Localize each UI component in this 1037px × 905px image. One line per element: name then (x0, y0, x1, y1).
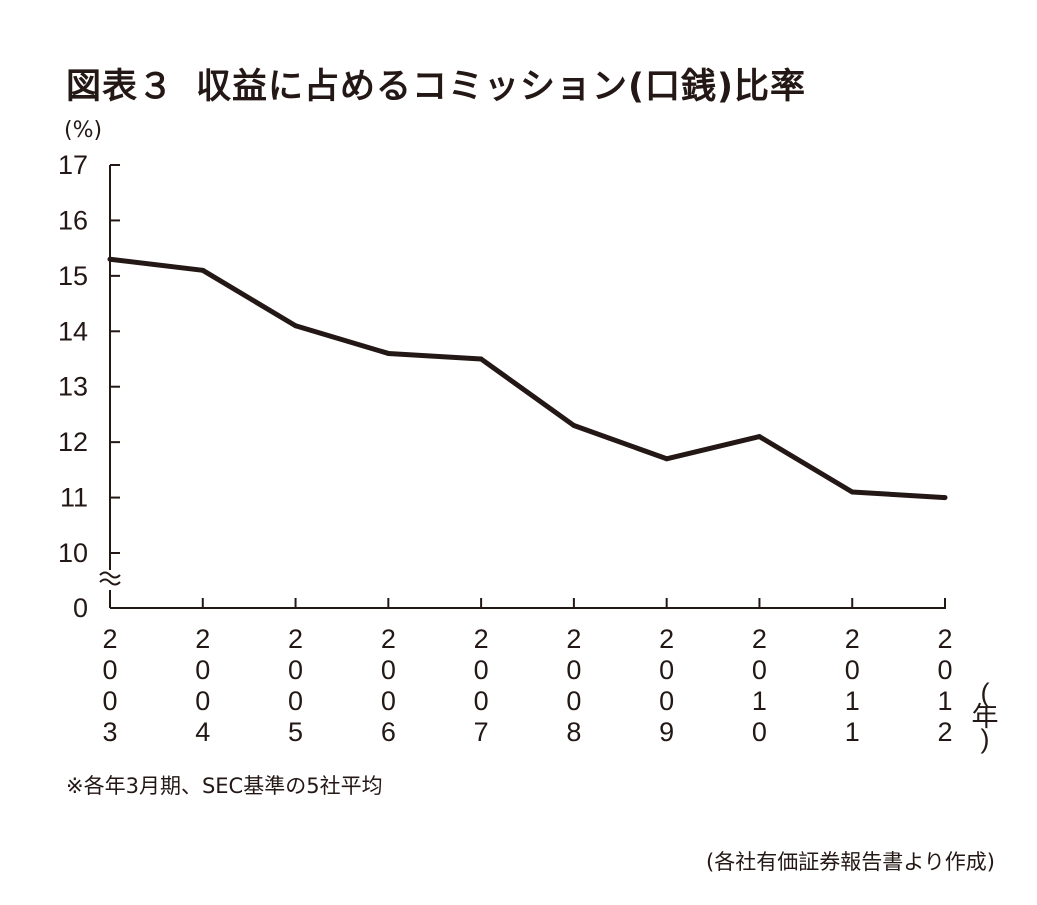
data-point-2006 (385, 350, 391, 356)
y-tick-label-13: 13 (58, 372, 88, 402)
data-point-2004 (200, 267, 206, 273)
data-point-2010 (756, 434, 762, 440)
axis-break-mark-top (99, 571, 121, 579)
y-tick-label-11: 11 (60, 483, 88, 513)
y-tick-label-12: 12 (58, 427, 88, 457)
y-tick-label-14: 14 (58, 316, 88, 346)
data-point-2008 (571, 423, 577, 429)
y-tick-label-17: 17 (58, 150, 88, 180)
figure-number: 図表３ (66, 67, 175, 107)
data-point-2005 (293, 323, 299, 329)
title-text: 収益に占めるコミッション(口銭)比率 (196, 67, 807, 107)
x-axis-unit-label: (年) (972, 678, 999, 754)
y-tick-label-16: 16 (58, 205, 88, 235)
y-tick-label-15: 15 (58, 261, 88, 291)
chart-source: (各社有価証券報告書より作成) (706, 850, 995, 874)
y-tick-label-10: 10 (58, 538, 88, 568)
data-point-2012 (942, 495, 948, 501)
data-point-2011 (849, 489, 855, 495)
axis-break-mark-bottom (99, 578, 121, 586)
chart-title: 図表３ 収益に占めるコミッション(口銭)比率 (66, 58, 806, 109)
chart-note: ※各年3月期、SEC基準の5社平均 (66, 774, 383, 798)
data-point-2009 (664, 456, 670, 462)
data-point-2007 (478, 356, 484, 362)
data-point-2003 (107, 256, 113, 262)
y-tick-label-0: 0 (73, 593, 88, 623)
y-axis-unit-label: (%) (64, 118, 103, 143)
series-line-0 (109, 256, 946, 501)
